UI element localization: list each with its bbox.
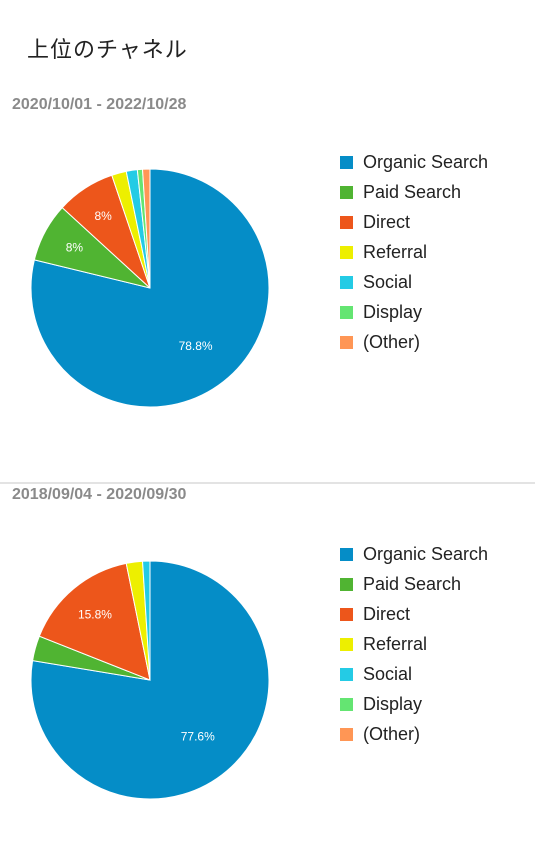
slice-organic-search[interactable] — [30, 168, 270, 408]
slice-direct[interactable] — [38, 562, 151, 681]
chart-legend: Organic Search Paid Search Direct Referral S… — [340, 539, 488, 749]
legend-item[interactable]: Display — [340, 297, 488, 327]
legend-swatch — [340, 547, 353, 561]
legend-label: Direct — [363, 211, 411, 232]
legend-item[interactable]: Direct — [340, 599, 488, 629]
legend-item[interactable]: Referral — [340, 629, 488, 659]
slice-other[interactable] — [141, 168, 151, 289]
legend-swatch — [340, 697, 353, 711]
legend-item[interactable]: (Other) — [340, 327, 488, 357]
legend-swatch — [340, 727, 353, 741]
legend-item[interactable]: Paid Search — [340, 569, 488, 599]
legend-item[interactable]: Display — [340, 689, 488, 719]
legend-item[interactable]: Direct — [340, 207, 488, 237]
legend-swatch — [340, 335, 353, 349]
legend-swatch — [340, 305, 353, 319]
slice-organic-search[interactable] — [30, 560, 270, 800]
legend-label: Display — [363, 301, 423, 322]
legend-item[interactable]: (Other) — [340, 719, 488, 749]
legend-item[interactable]: Paid Search — [340, 177, 488, 207]
legend-label: Referral — [363, 633, 428, 654]
legend-item[interactable]: Organic Search — [340, 147, 488, 177]
date-range-label: 2020/10/01 - 2022/10/28 — [12, 96, 187, 113]
slice-data-label: 78.8% — [179, 339, 213, 353]
page-title: 上位のチャネル — [27, 38, 188, 63]
slice-social[interactable] — [141, 560, 151, 681]
legend-swatch — [340, 275, 353, 289]
legend-label: Paid Search — [363, 573, 462, 594]
date-range-label: 2018/09/04 - 2020/09/30 — [12, 486, 187, 503]
slice-data-label: 77.6% — [181, 729, 215, 743]
legend-label: Organic Search — [363, 151, 489, 172]
chart-panel-1: 2020/10/01 - 2022/10/28 78.8% 8% 8% Organi… — [0, 88, 535, 473]
legend-label: Paid Search — [363, 181, 462, 202]
chart-panel-2: 2018/09/04 - 2020/09/30 77.6% 15.8% Organ… — [0, 480, 535, 844]
legend-label: Referral — [363, 241, 428, 262]
chart-legend: Organic Search Paid Search Direct Referral S… — [340, 147, 488, 357]
legend-item[interactable]: Referral — [340, 237, 488, 267]
legend-item[interactable]: Organic Search — [340, 539, 488, 569]
legend-label: (Other) — [363, 331, 421, 352]
legend-swatch — [340, 245, 353, 259]
legend-label: Direct — [363, 603, 411, 624]
legend-swatch — [340, 577, 353, 591]
legend-label: Display — [363, 693, 423, 714]
pie-chart: 77.6% 15.8% — [30, 560, 270, 800]
legend-swatch — [340, 637, 353, 651]
legend-item[interactable]: Social — [340, 659, 488, 689]
section-divider — [0, 482, 535, 484]
legend-label: Social — [363, 663, 413, 684]
slice-data-label: 8% — [95, 209, 113, 223]
legend-swatch — [340, 155, 353, 169]
legend-label: Social — [363, 271, 413, 292]
legend-label: (Other) — [363, 723, 421, 744]
legend-label: Organic Search — [363, 543, 489, 564]
legend-swatch — [340, 607, 353, 621]
legend-swatch — [340, 667, 353, 681]
legend-swatch — [340, 215, 353, 229]
slice-data-label: 15.8% — [78, 607, 112, 621]
slice-data-label: 8% — [66, 241, 84, 255]
legend-swatch — [340, 185, 353, 199]
legend-item[interactable]: Social — [340, 267, 488, 297]
pie-chart: 78.8% 8% 8% — [30, 168, 270, 408]
